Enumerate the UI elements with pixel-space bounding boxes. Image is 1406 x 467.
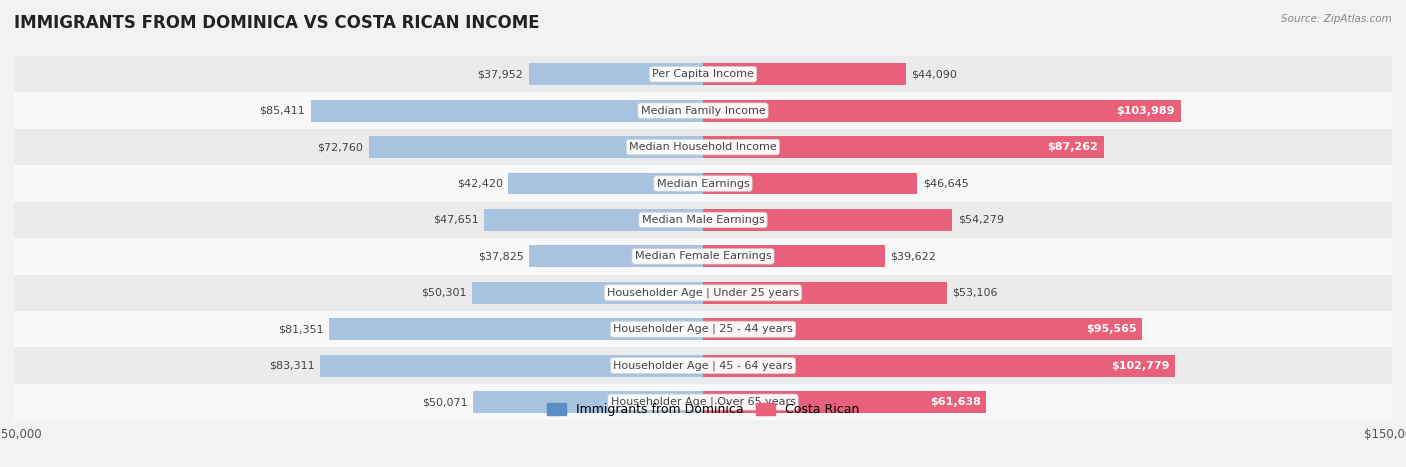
Bar (472, 391, 703, 413)
Bar (329, 318, 703, 340)
Bar (484, 209, 703, 231)
Text: $95,565: $95,565 (1085, 324, 1136, 334)
Text: Householder Age | 25 - 44 years: Householder Age | 25 - 44 years (613, 324, 793, 334)
Legend: Immigrants from Dominica, Costa Rican: Immigrants from Dominica, Costa Rican (541, 398, 865, 421)
Text: $42,420: $42,420 (457, 178, 503, 189)
Text: Median Household Income: Median Household Income (628, 142, 778, 152)
Bar (703, 64, 905, 85)
Text: $102,779: $102,779 (1111, 361, 1170, 371)
Text: Median Female Earnings: Median Female Earnings (634, 251, 772, 262)
Bar (14, 384, 1392, 420)
Text: $87,262: $87,262 (1047, 142, 1098, 152)
Text: $103,989: $103,989 (1116, 106, 1175, 116)
Text: $39,622: $39,622 (890, 251, 936, 262)
Bar (321, 355, 703, 376)
Text: Median Family Income: Median Family Income (641, 106, 765, 116)
Text: Per Capita Income: Per Capita Income (652, 69, 754, 79)
Text: $50,301: $50,301 (420, 288, 467, 298)
Bar (508, 173, 703, 194)
Bar (311, 100, 703, 121)
Text: $37,825: $37,825 (478, 251, 524, 262)
Text: $72,760: $72,760 (318, 142, 363, 152)
Text: $61,638: $61,638 (929, 397, 980, 407)
Bar (472, 282, 703, 304)
Bar (368, 136, 703, 158)
Text: Householder Age | Under 25 years: Householder Age | Under 25 years (607, 288, 799, 298)
Bar (14, 56, 1392, 92)
Text: $81,351: $81,351 (278, 324, 323, 334)
Bar (703, 100, 1181, 121)
Text: $44,090: $44,090 (911, 69, 957, 79)
Text: Householder Age | 45 - 64 years: Householder Age | 45 - 64 years (613, 361, 793, 371)
Bar (703, 318, 1142, 340)
Bar (14, 347, 1392, 384)
Text: $37,952: $37,952 (477, 69, 523, 79)
Bar (703, 282, 946, 304)
Text: Median Male Earnings: Median Male Earnings (641, 215, 765, 225)
Text: $54,279: $54,279 (957, 215, 1004, 225)
Bar (14, 202, 1392, 238)
Bar (703, 136, 1104, 158)
Text: $46,645: $46,645 (922, 178, 969, 189)
Bar (703, 391, 986, 413)
Bar (703, 173, 917, 194)
Bar (529, 246, 703, 267)
Bar (14, 92, 1392, 129)
Bar (14, 238, 1392, 275)
Bar (529, 64, 703, 85)
Text: IMMIGRANTS FROM DOMINICA VS COSTA RICAN INCOME: IMMIGRANTS FROM DOMINICA VS COSTA RICAN … (14, 14, 540, 32)
Bar (703, 355, 1175, 376)
Bar (14, 311, 1392, 347)
Text: $85,411: $85,411 (260, 106, 305, 116)
Text: $53,106: $53,106 (952, 288, 998, 298)
Bar (703, 246, 884, 267)
Bar (14, 275, 1392, 311)
Text: Source: ZipAtlas.com: Source: ZipAtlas.com (1281, 14, 1392, 24)
Bar (14, 129, 1392, 165)
Text: $50,071: $50,071 (422, 397, 468, 407)
Text: $47,651: $47,651 (433, 215, 478, 225)
Text: Median Earnings: Median Earnings (657, 178, 749, 189)
Bar (703, 209, 952, 231)
Text: $83,311: $83,311 (269, 361, 315, 371)
Bar (14, 165, 1392, 202)
Text: Householder Age | Over 65 years: Householder Age | Over 65 years (610, 397, 796, 407)
